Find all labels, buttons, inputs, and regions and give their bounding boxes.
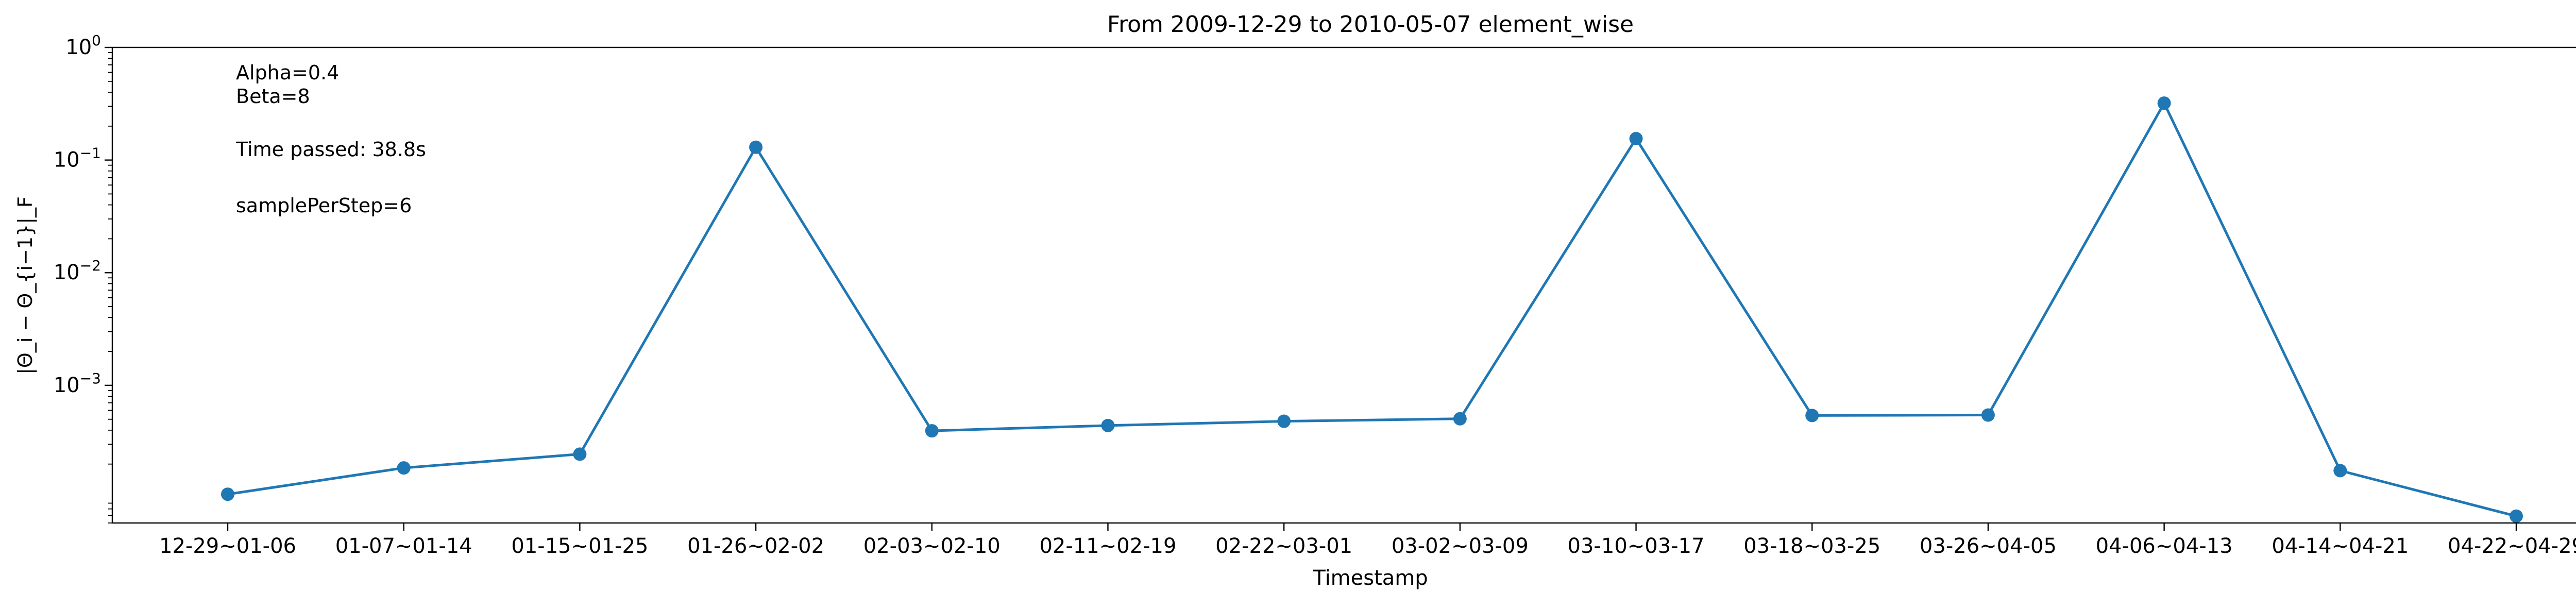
x-tick-label: 04-22~04-29 xyxy=(2448,534,2576,558)
series-line-segment xyxy=(2163,102,2342,472)
x-tick-label: 02-03~02-10 xyxy=(863,534,1001,558)
data-point xyxy=(1277,414,1291,428)
x-tick-label: 03-26~04-05 xyxy=(1920,534,2057,558)
data-point xyxy=(925,424,939,438)
x-axis-label: Timestamp xyxy=(1312,566,1428,590)
series-line-segment xyxy=(226,466,405,496)
x-tick-label: 03-02~03-09 xyxy=(1392,534,1529,558)
data-point xyxy=(1805,409,1819,423)
x-tick-label: 01-15~01-25 xyxy=(511,534,648,558)
annotation-beta: Beta=8 xyxy=(236,85,310,108)
x-tick-label: 04-14~04-21 xyxy=(2272,534,2409,558)
series-line-segment xyxy=(1987,102,2166,417)
series-line-segment xyxy=(2338,469,2518,518)
data-point xyxy=(1629,132,1643,146)
x-tick-label: 04-06~04-13 xyxy=(2096,534,2233,558)
data-point xyxy=(1981,408,1995,422)
x-axis-ticks: 12-29~01-06 01-07~01-14 01-15~01-25 01-26~0… xyxy=(159,523,2576,558)
y-tick-label: 10−1 xyxy=(54,145,101,172)
x-tick-label: 12-29~01-06 xyxy=(159,534,296,558)
series-line-segment xyxy=(402,452,581,469)
x-tick-label: 01-07~01-14 xyxy=(335,534,472,558)
series-line-segment xyxy=(1282,417,1462,423)
annotation-time-passed: Time passed: 38.8s xyxy=(235,138,426,161)
series-line-segment xyxy=(578,146,757,455)
annotation-sample-per-step: samplePerStep=6 xyxy=(236,194,412,217)
y-axis-ticks: 100 10−1 10−2 10−3 xyxy=(54,32,112,523)
y-tick-label: 100 xyxy=(65,32,101,59)
x-tick-label: 02-11~02-19 xyxy=(1039,534,1176,558)
data-point xyxy=(573,447,587,461)
data-point xyxy=(2510,509,2523,523)
annotation-alpha: Alpha=0.4 xyxy=(236,61,339,84)
y-tick-label: 10−3 xyxy=(54,370,101,397)
data-point xyxy=(397,461,411,475)
data-point xyxy=(221,487,234,501)
x-tick-label: 03-18~03-25 xyxy=(1743,534,1880,558)
x-tick-label: 01-26~02-02 xyxy=(687,534,824,558)
data-point xyxy=(2333,464,2347,478)
series-line-segment xyxy=(1810,414,1990,417)
chart-title: From 2009-12-29 to 2010-05-07 element_wi… xyxy=(1107,11,1634,38)
data-point xyxy=(749,140,763,154)
y-tick-label: 10−2 xyxy=(54,257,101,284)
series-line-segment xyxy=(1635,137,1814,417)
plot-lines xyxy=(226,102,2518,518)
data-point xyxy=(1453,412,1467,426)
axes-frame xyxy=(111,46,2576,524)
series-line-segment xyxy=(1106,420,1285,427)
plot-points xyxy=(221,96,2523,523)
y-axis-label: |Θ_i − Θ_{i−1}|_F xyxy=(14,196,37,375)
series-line-segment xyxy=(1459,137,1638,420)
x-tick-label: 03-10~03-17 xyxy=(1568,534,1705,558)
series-line-segment xyxy=(754,146,934,432)
series-line-segment xyxy=(930,424,1109,432)
data-point xyxy=(1101,418,1115,432)
data-point xyxy=(2157,96,2171,110)
annotations: Alpha=0.4 Beta=8 Time passed: 38.8s samp… xyxy=(235,61,426,217)
x-tick-label: 02-22~03-01 xyxy=(1215,534,1352,558)
